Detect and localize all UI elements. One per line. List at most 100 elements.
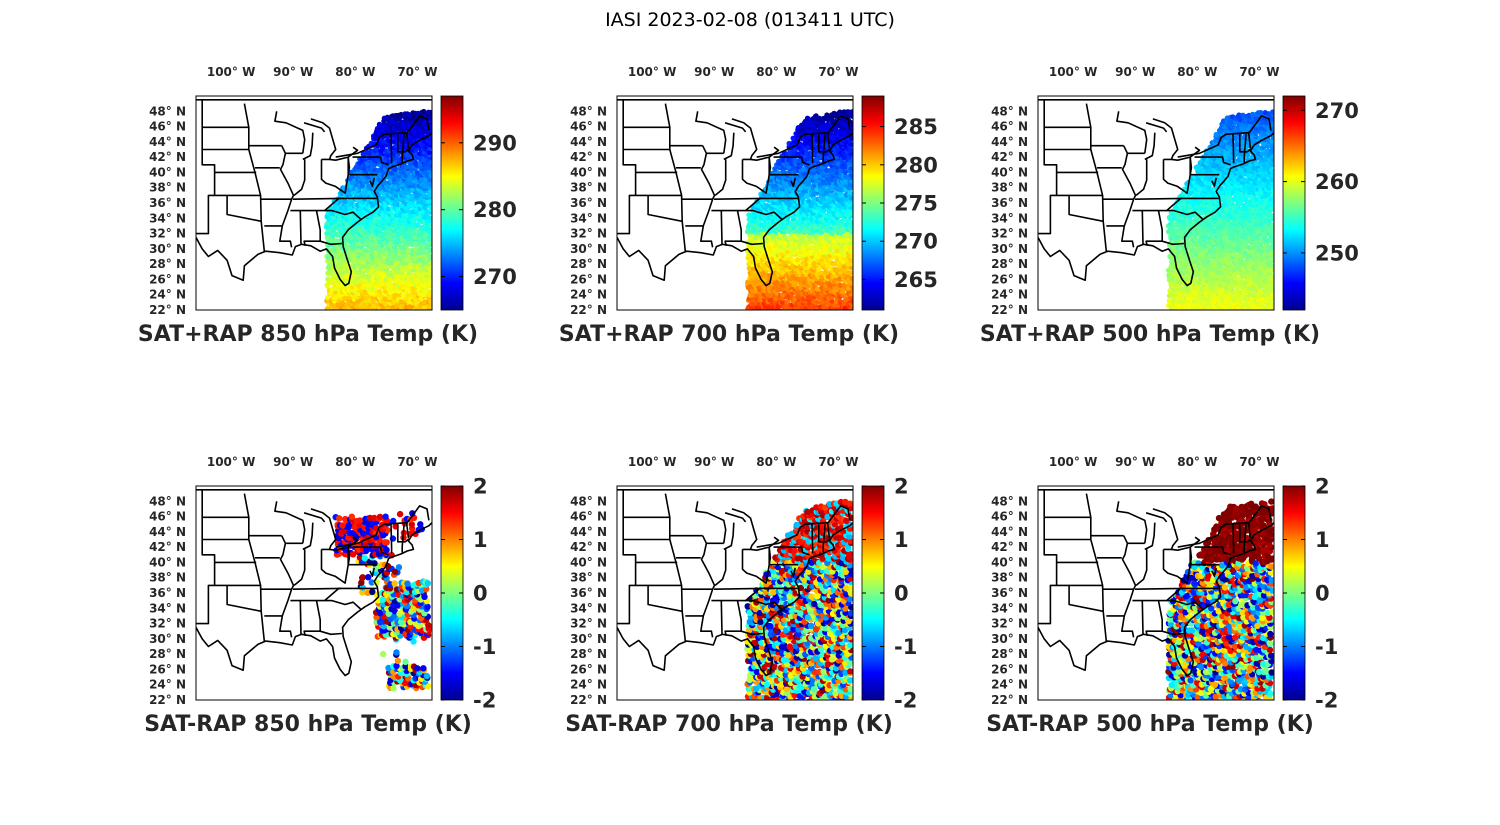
state-line bbox=[713, 197, 762, 200]
map-frame bbox=[616, 95, 854, 311]
swath-points bbox=[1165, 109, 1274, 310]
swath-point bbox=[405, 170, 411, 176]
swath-point bbox=[324, 234, 330, 241]
swath-point bbox=[824, 225, 830, 231]
swath-points bbox=[323, 108, 432, 310]
map-panel-p850sum: 100° W 90° W 80° W 70° W48° N46° N44° N42° … bbox=[138, 65, 517, 347]
lat-tick-label: 48° N bbox=[570, 104, 607, 118]
state-line bbox=[302, 132, 314, 161]
swath-point bbox=[325, 294, 331, 300]
colorbar-tick-label: 270 bbox=[473, 265, 517, 289]
swath-point bbox=[829, 193, 835, 199]
swath-point bbox=[427, 191, 432, 197]
state-line bbox=[768, 157, 799, 176]
state-line bbox=[310, 118, 337, 160]
swath-point bbox=[401, 169, 407, 175]
swath-point bbox=[427, 247, 432, 253]
state-line bbox=[352, 156, 389, 166]
map-frame bbox=[195, 95, 433, 311]
state-line bbox=[401, 134, 405, 163]
map-panel-p500sum: 100° W 90° W 80° W 70° W48° N46° N44° N42° … bbox=[980, 65, 1359, 347]
state-line bbox=[700, 145, 716, 248]
swath-point bbox=[811, 196, 817, 202]
state-line bbox=[226, 195, 262, 223]
swath-point bbox=[428, 114, 432, 120]
lat-tick-label: 34° N bbox=[149, 211, 186, 225]
swath-point bbox=[385, 206, 391, 212]
swath-point bbox=[774, 185, 780, 191]
swath-point bbox=[428, 121, 432, 127]
swath-point bbox=[816, 115, 823, 121]
state-line bbox=[756, 115, 851, 158]
lat-tick-label: 24° N bbox=[149, 288, 186, 302]
lon-tick-label: 80° W bbox=[756, 65, 796, 79]
swath-point bbox=[421, 282, 427, 288]
swath-point bbox=[376, 122, 383, 128]
swath-point bbox=[847, 218, 853, 224]
lat-tick-label: 44° N bbox=[570, 135, 607, 149]
swath-point bbox=[848, 270, 853, 276]
state-line bbox=[664, 103, 687, 252]
state-line bbox=[293, 159, 306, 197]
swath-point bbox=[1166, 298, 1172, 304]
lat-tick-label: 42° N bbox=[570, 150, 607, 164]
lat-tick-label: 46° N bbox=[149, 120, 186, 134]
swath-point bbox=[808, 294, 814, 301]
swath-point bbox=[837, 282, 843, 289]
swath-point bbox=[354, 275, 360, 281]
swath-point bbox=[811, 260, 817, 266]
swath-point bbox=[403, 164, 410, 170]
state-line bbox=[695, 111, 727, 154]
panel-title: SAT+RAP 700 hPa Temp (K) bbox=[559, 322, 899, 347]
swath-point bbox=[409, 193, 415, 199]
swath-point bbox=[829, 186, 835, 192]
colorbar-tick-label: 265 bbox=[894, 268, 938, 292]
lat-tick-label: 22° N bbox=[570, 303, 607, 317]
swath-point bbox=[849, 275, 853, 282]
swath-point bbox=[398, 111, 404, 118]
swath-point bbox=[796, 158, 802, 164]
state-line bbox=[299, 210, 302, 245]
swath-point bbox=[379, 138, 385, 144]
state-line bbox=[397, 134, 410, 153]
lat-tick-label: 48° N bbox=[149, 104, 186, 118]
state-line bbox=[243, 103, 266, 252]
lat-tick-label: 28° N bbox=[570, 257, 607, 271]
swath-point bbox=[814, 218, 820, 225]
swath-point bbox=[1222, 275, 1228, 281]
colorbar-tick-label: 280 bbox=[473, 198, 517, 222]
state-line bbox=[320, 157, 351, 194]
lat-tick-label: 36° N bbox=[570, 196, 607, 210]
swath-point bbox=[384, 114, 390, 120]
swath-point bbox=[414, 247, 420, 253]
lat-tick-label: 30° N bbox=[149, 242, 186, 256]
swath-point bbox=[822, 212, 828, 218]
swath-point bbox=[1206, 276, 1213, 282]
swath-point bbox=[421, 238, 427, 244]
state-line bbox=[303, 122, 326, 133]
swath-point bbox=[426, 215, 432, 221]
swath-point bbox=[849, 298, 853, 304]
state-line bbox=[731, 118, 758, 160]
swath-point bbox=[831, 112, 838, 118]
swath-point bbox=[767, 244, 773, 250]
colorbar-tick-label: 280 bbox=[894, 153, 938, 177]
lat-tick-label: 30° N bbox=[570, 242, 607, 256]
swath-point bbox=[408, 161, 414, 167]
lat-tick-label: 46° N bbox=[570, 120, 607, 134]
swath-point bbox=[819, 270, 825, 276]
swath-point bbox=[806, 198, 812, 204]
swath-point bbox=[417, 151, 423, 157]
lat-tick-label: 32° N bbox=[570, 227, 607, 241]
swath-point bbox=[421, 157, 427, 163]
swath-point bbox=[1255, 266, 1261, 272]
lon-tick-label: 80° W bbox=[335, 65, 375, 79]
swath-point bbox=[824, 167, 830, 173]
swath-point bbox=[419, 177, 425, 183]
swath-point bbox=[382, 180, 388, 186]
lon-tick-label: 90° W bbox=[694, 65, 734, 79]
swath-point bbox=[405, 292, 411, 299]
swath-point bbox=[819, 235, 825, 241]
lat-tick-label: 26° N bbox=[149, 272, 186, 286]
lat-tick-label: 24° N bbox=[570, 288, 607, 302]
